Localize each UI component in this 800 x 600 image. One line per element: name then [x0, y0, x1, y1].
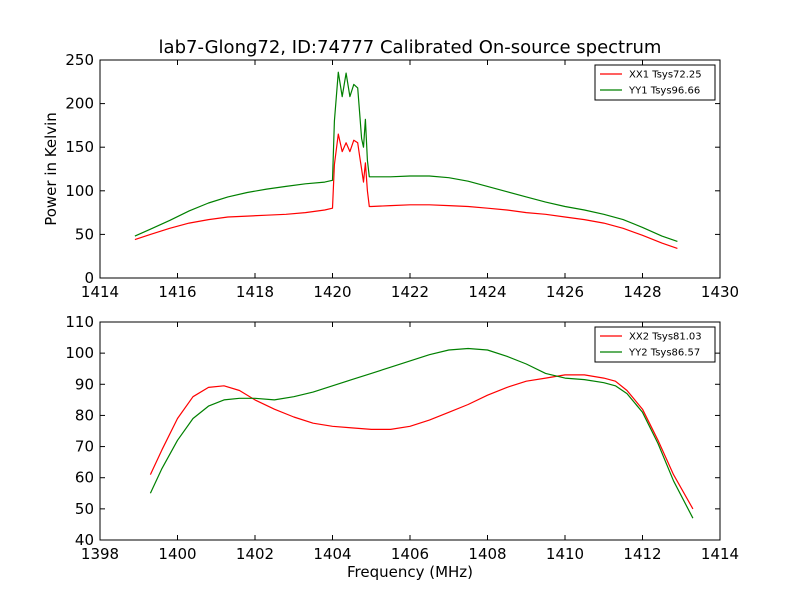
bottom-axes-frame — [99, 321, 721, 541]
top-x-tick-label: 1414 — [81, 283, 119, 301]
bottom-x-tick-label: 1400 — [158, 545, 196, 563]
bottom-x-tick-label: 1406 — [391, 545, 429, 563]
top-y-tick-label: 50 — [75, 225, 94, 243]
bottom-x-tick-label: 1412 — [623, 545, 661, 563]
top-x-tick-label: 1420 — [313, 283, 351, 301]
chart-title: lab7-Glong72, ID:74777 Calibrated On-sou… — [159, 37, 662, 58]
top-x-tick-label: 1416 — [158, 283, 196, 301]
bottom-y-tick-label: 80 — [75, 406, 94, 424]
top-y-tick-label: 150 — [65, 138, 94, 156]
bottom-legend-box — [594, 326, 716, 363]
top-x-tick-label: 1424 — [468, 283, 506, 301]
bottom-x-axis-label: Frequency (MHz) — [347, 563, 473, 581]
bottom-x-tick-label: 1402 — [236, 545, 274, 563]
top-legend-box — [594, 64, 716, 101]
bottom-ticks-group: 1398 1400 1402 1404 1406 1408 1410 1412 1414 40 50… — [65, 313, 739, 563]
bottom-y-tick-label: 100 — [65, 344, 94, 362]
top-x-tick-label: 1426 — [546, 283, 584, 301]
top-series-line-yy1 — [134, 71, 678, 242]
bottom-y-tick-label: 60 — [75, 469, 94, 487]
top-x-tick-label: 1422 — [391, 283, 429, 301]
bottom-y-tick-label: 40 — [75, 531, 94, 549]
top-series-line-xx1 — [134, 133, 678, 249]
bottom-x-tick-label: 1408 — [468, 545, 506, 563]
top-x-tick-label: 1418 — [236, 283, 274, 301]
top-panel: 1414 1416 1418 1420 1422 1424 1426 1428 1430 0 50 1… — [42, 51, 739, 301]
bottom-x-tick-label: 1404 — [313, 545, 351, 563]
bottom-series-line-xx2 — [149, 374, 694, 510]
top-y-tick-label: 250 — [65, 51, 94, 69]
bottom-legend-label-yy2: YY2 Tsys86.57 — [628, 348, 700, 359]
top-ticks-group: 1414 1416 1418 1420 1422 1424 1426 1428 1430 0 50 1… — [65, 51, 739, 301]
top-y-tick-label: 100 — [65, 182, 94, 200]
top-x-tick-label: 1428 — [623, 283, 661, 301]
bottom-series-group — [149, 347, 694, 519]
bottom-y-tick-label: 90 — [75, 375, 94, 393]
top-legend: XX1 Tsys72.25 YY1 Tsys96.66 — [594, 64, 716, 101]
top-y-axis-label: Power in Kelvin — [42, 112, 60, 226]
bottom-panel: 1398 1400 1402 1404 1406 1408 1410 1412 1414 40 50… — [65, 313, 739, 581]
top-series-group — [134, 71, 678, 249]
top-y-tick-label: 200 — [65, 95, 94, 113]
bottom-x-tick-label: 1414 — [701, 545, 739, 563]
bottom-legend-label-xx2: XX2 Tsys81.03 — [629, 332, 702, 343]
top-legend-label-xx1: XX1 Tsys72.25 — [629, 70, 702, 81]
bottom-legend: XX2 Tsys81.03 YY2 Tsys86.57 — [594, 326, 716, 363]
top-y-tick-label: 0 — [84, 269, 94, 287]
bottom-x-tick-label: 1398 — [81, 545, 119, 563]
bottom-x-tick-label: 1410 — [546, 545, 584, 563]
bottom-y-tick-label: 70 — [75, 438, 94, 456]
bottom-series-line-yy2 — [149, 347, 694, 519]
top-legend-label-yy1: YY1 Tsys96.66 — [628, 86, 700, 97]
top-x-tick-label: 1430 — [701, 283, 739, 301]
bottom-y-tick-label: 110 — [65, 313, 94, 331]
bottom-y-tick-label: 50 — [75, 500, 94, 518]
top-axes-frame — [99, 59, 721, 279]
